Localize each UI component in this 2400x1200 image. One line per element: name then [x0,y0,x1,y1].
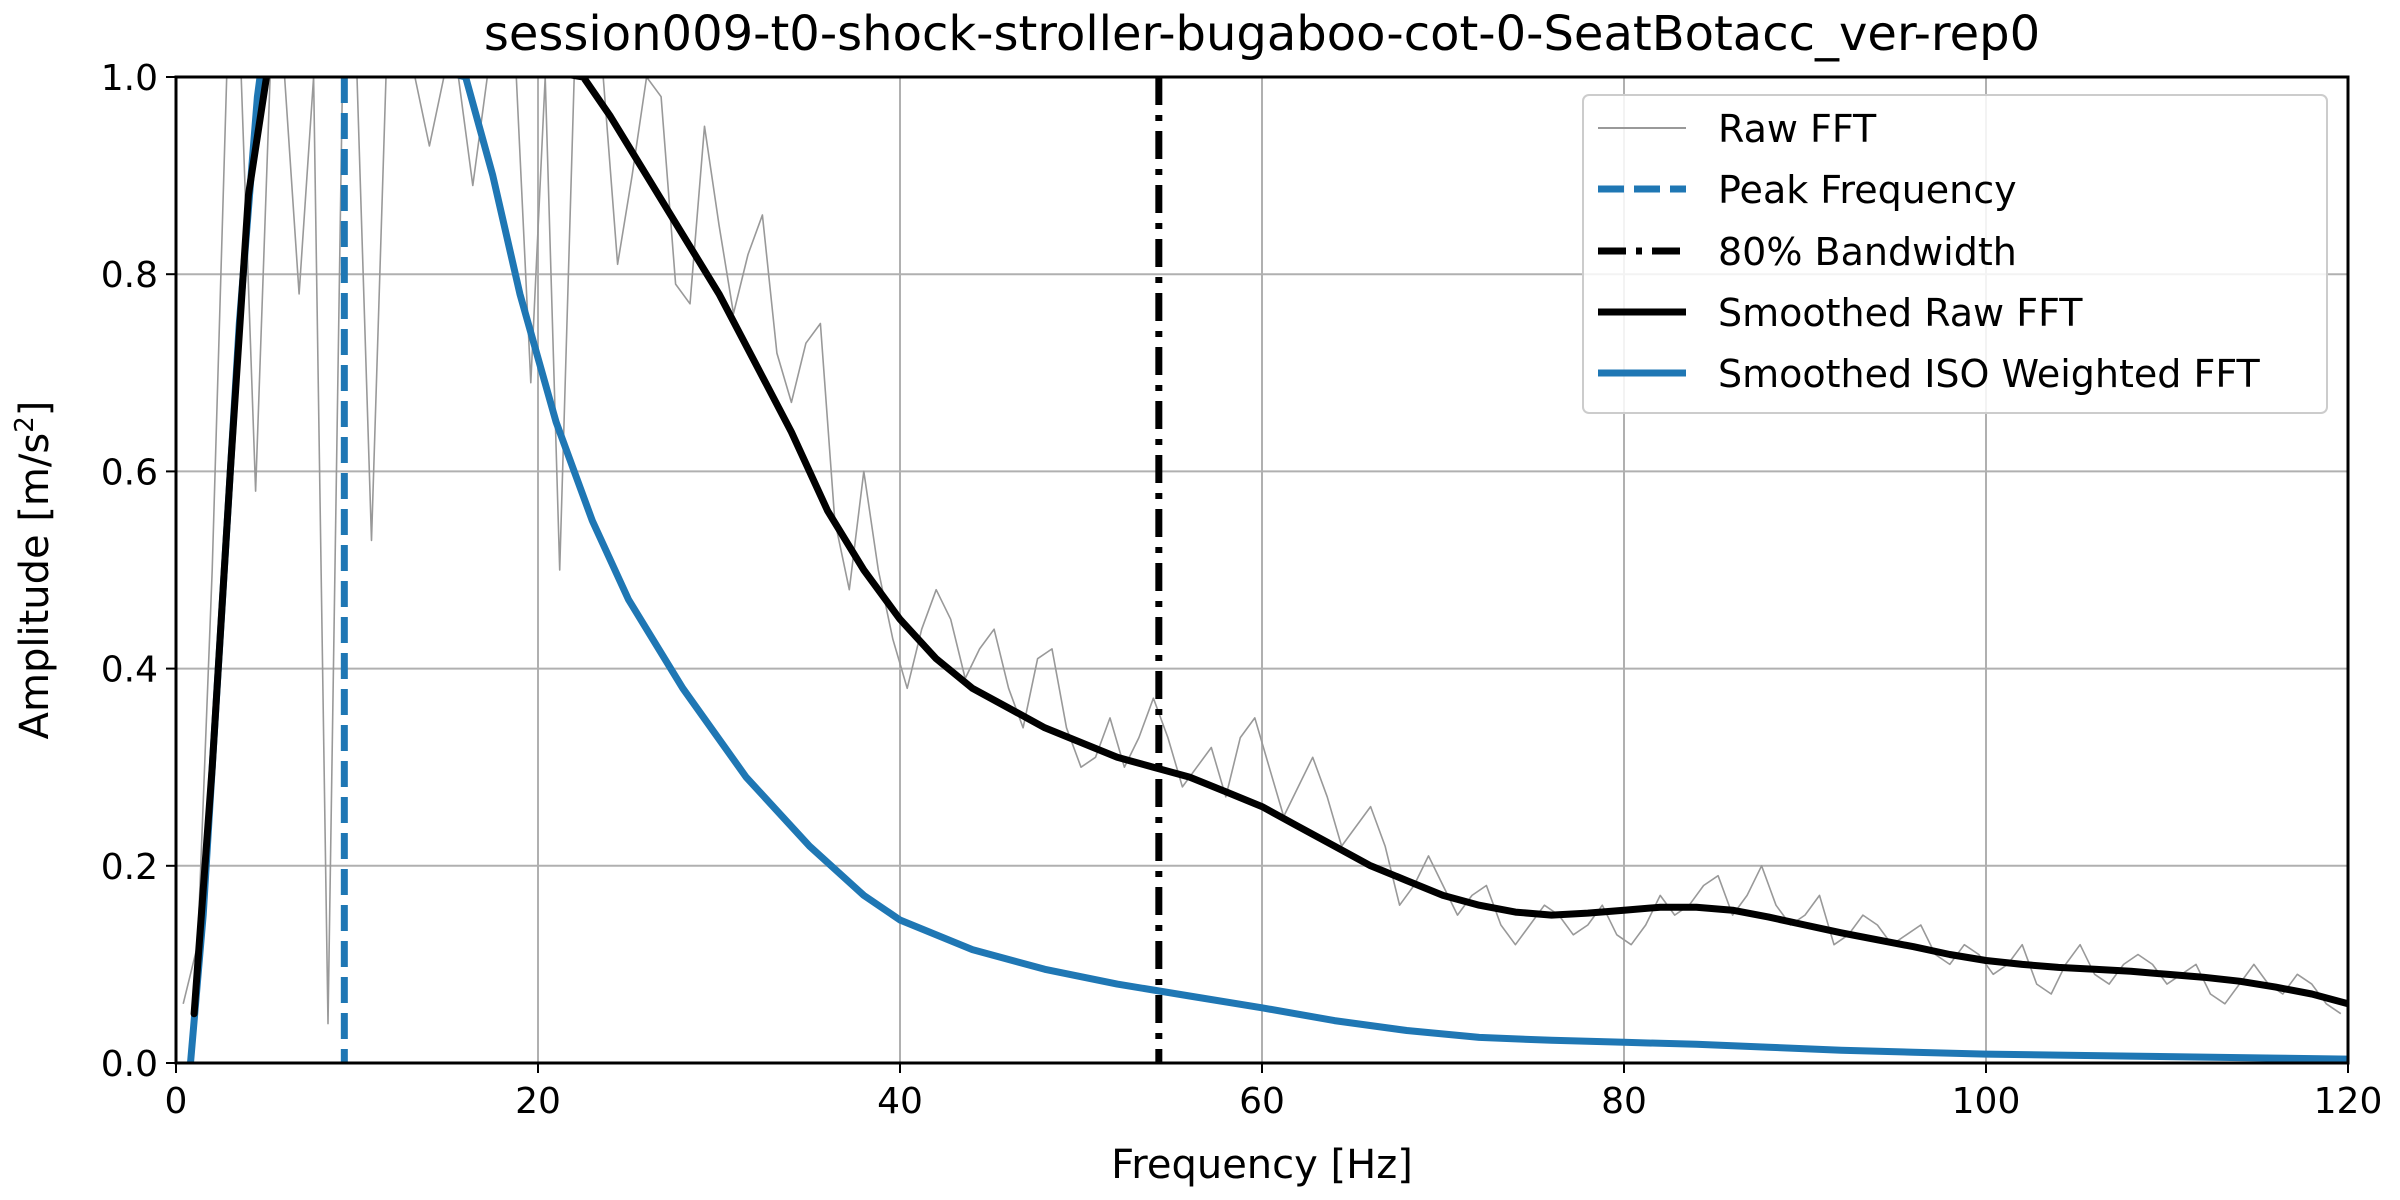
legend: Raw FFT Peak Frequency 80% Bandwidth Smo… [1582,94,2328,414]
x-tick-label: 0 [165,1081,188,1122]
y-tick-label: 0.4 [101,650,158,691]
series-layer [182,77,2348,1063]
y-tick-label: 1.0 [101,58,158,99]
x-tick-label: 80 [1601,1081,1647,1122]
x-tick-label: 60 [1239,1081,1285,1122]
series-smoothed-iso-fft [187,77,2348,1063]
legend-label-peak-frequency: Peak Frequency [1718,168,2017,212]
y-axis-label-sup: 2 [10,416,40,433]
x-tick-label: 120 [2314,1081,2383,1122]
legend-label-bandwidth: 80% Bandwidth [1718,230,2017,274]
series-smoothed-raw-fft [190,77,2348,1018]
legend-label-smoothed-raw-fft: Smoothed Raw FFT [1718,291,2083,335]
y-axis-label-main: Amplitude [m/s [12,433,58,740]
y-tick-label: 0.0 [101,1044,158,1085]
x-axis-label: Frequency [Hz] [1111,1142,1413,1188]
y-tick-label: 0.6 [101,452,158,493]
tick-layer: 0 20 40 60 80 100 120 0.0 0.2 0.4 0.6 0.8 1.0 [101,58,2383,1122]
chart-title: session009-t0-shock-stroller-bugaboo-cot… [484,6,2040,62]
x-tick-label: 100 [1952,1081,2021,1122]
y-axis-label-end: ] [12,401,58,417]
x-tick-label: 40 [877,1081,923,1122]
y-tick-label: 0.2 [101,847,158,888]
y-tick-label: 0.8 [101,255,158,296]
y-axis-label: Amplitude [m/s2] [10,401,58,740]
x-tick-label: 20 [515,1081,561,1122]
legend-label-smoothed-iso-fft: Smoothed ISO Weighted FFT [1718,352,2261,396]
legend-box [1582,94,2328,414]
legend-label-raw-fft: Raw FFT [1718,107,1877,151]
